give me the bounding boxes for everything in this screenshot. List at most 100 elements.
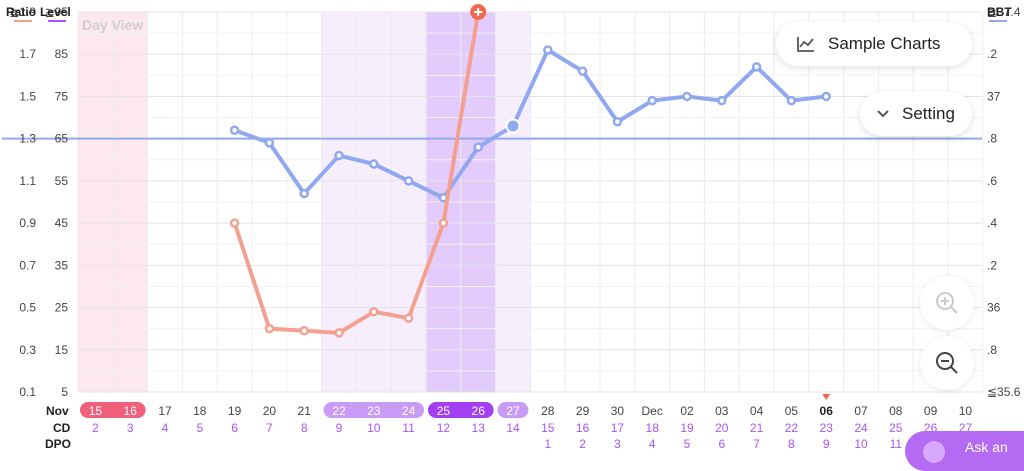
bbt-point[interactable] bbox=[751, 62, 762, 72]
day-label[interactable]: 05 bbox=[785, 404, 799, 418]
dpo-value: 10 bbox=[854, 437, 868, 451]
day-label[interactable]: 08 bbox=[889, 404, 903, 418]
period-pill bbox=[80, 402, 146, 418]
dpo-value: 3 bbox=[614, 437, 621, 451]
bbt-point[interactable] bbox=[264, 138, 275, 148]
day-label[interactable]: 02 bbox=[680, 404, 694, 418]
bbt-point[interactable] bbox=[647, 95, 657, 106]
cd-value: 15 bbox=[541, 421, 555, 435]
cd-value: 9 bbox=[336, 421, 343, 435]
sample-charts-button[interactable]: Sample Charts bbox=[776, 22, 972, 66]
bbt-point[interactable] bbox=[229, 125, 240, 135]
day-label[interactable]: 24 bbox=[402, 404, 416, 418]
day-label[interactable]: 06 bbox=[820, 404, 834, 418]
zoom-in-button[interactable] bbox=[920, 276, 974, 330]
ratio-point[interactable] bbox=[229, 218, 240, 228]
bbt-point[interactable] bbox=[682, 91, 692, 102]
cd-value: 2 bbox=[92, 421, 99, 435]
day-label[interactable]: 29 bbox=[576, 404, 590, 418]
dpo-value: 6 bbox=[718, 437, 725, 451]
level-tick-label: 55 bbox=[55, 174, 69, 188]
cd-value: 11 bbox=[402, 421, 415, 435]
bbt-point[interactable] bbox=[334, 150, 344, 161]
setting-label: Setting bbox=[902, 104, 955, 123]
day-label[interactable]: 07 bbox=[854, 404, 868, 418]
ratio-point[interactable] bbox=[369, 307, 379, 317]
ratio-tick-label: 1.1 bbox=[19, 174, 36, 188]
bbt-legend-swatch bbox=[989, 20, 1007, 22]
bbt-point[interactable] bbox=[717, 95, 727, 106]
level-tick-label: 45 bbox=[55, 216, 69, 230]
chart-series bbox=[229, 4, 831, 338]
bbt-point[interactable] bbox=[612, 117, 623, 127]
ask-button[interactable]: Ask an bbox=[905, 431, 1024, 471]
cd-value: 19 bbox=[680, 421, 694, 435]
day-label[interactable]: 04 bbox=[750, 404, 764, 418]
day-label[interactable]: 30 bbox=[611, 404, 625, 418]
bbt-point[interactable] bbox=[786, 95, 797, 106]
bbt-point[interactable] bbox=[369, 159, 379, 169]
day-label[interactable]: 15 bbox=[89, 404, 103, 418]
setting-button[interactable]: Setting bbox=[860, 92, 972, 136]
ratio-point[interactable] bbox=[403, 313, 414, 323]
bbt-point[interactable] bbox=[299, 188, 309, 199]
ratio-point[interactable] bbox=[334, 328, 344, 338]
day-label[interactable]: 25 bbox=[437, 404, 451, 418]
cycle-chart: ≧1.9 ≧951.7 851.5 751.3 651.1 550.9 450.7 350.5… bbox=[2, 4, 1021, 451]
bbt-point[interactable] bbox=[543, 45, 553, 55]
level-tick-label: 65 bbox=[55, 132, 69, 146]
ratio-point[interactable] bbox=[438, 218, 449, 228]
level-tick-label: 5 bbox=[61, 385, 68, 399]
bbt-point[interactable] bbox=[821, 91, 831, 102]
day-label[interactable]: 09 bbox=[924, 404, 938, 418]
day-label[interactable]: Dec bbox=[642, 404, 663, 418]
dpo-value: 4 bbox=[649, 437, 656, 451]
day-label[interactable]: 20 bbox=[263, 404, 277, 418]
bbt-tick-label: .8 bbox=[987, 343, 997, 357]
bbt-tick-label: .6 bbox=[987, 174, 997, 188]
bbt-point[interactable] bbox=[403, 176, 414, 186]
day-label[interactable]: 16 bbox=[124, 404, 138, 418]
cd-value: 20 bbox=[715, 421, 729, 435]
cd-value: 10 bbox=[367, 421, 381, 435]
day-label[interactable]: 26 bbox=[472, 404, 486, 418]
level-tick-label: 25 bbox=[55, 301, 69, 315]
ratio-point[interactable] bbox=[264, 323, 275, 334]
dpo-value: 5 bbox=[684, 437, 691, 451]
cd-value: 16 bbox=[576, 421, 590, 435]
bbt-tick-label: 37 bbox=[987, 89, 1001, 103]
day-label[interactable]: 21 bbox=[298, 404, 312, 418]
cd-value: 7 bbox=[266, 421, 273, 435]
bbt-point[interactable] bbox=[577, 66, 588, 76]
chevron-down-icon bbox=[877, 110, 889, 118]
day-label[interactable]: 23 bbox=[367, 404, 381, 418]
level-tick-label: 15 bbox=[55, 343, 69, 357]
cd-value: 24 bbox=[854, 421, 868, 435]
day-label[interactable]: 10 bbox=[959, 404, 973, 418]
day-label[interactable]: 19 bbox=[228, 404, 242, 418]
ratio-tick-label: 1.5 bbox=[19, 89, 36, 103]
ratio-point[interactable] bbox=[299, 326, 309, 336]
ratio-legend-swatch bbox=[14, 20, 32, 22]
cd-value: 12 bbox=[437, 421, 451, 435]
zoom-out-button[interactable] bbox=[920, 336, 974, 390]
bbt-tick-label: .4 bbox=[987, 216, 997, 230]
day-label[interactable]: 27 bbox=[506, 404, 520, 418]
triangle-down-icon bbox=[822, 394, 831, 400]
day-label[interactable]: 17 bbox=[158, 404, 172, 418]
dpo-value: 2 bbox=[579, 437, 586, 451]
cd-value: 22 bbox=[785, 421, 799, 435]
bbt-point[interactable] bbox=[473, 142, 483, 152]
ratio-tick-label: 0.7 bbox=[19, 258, 36, 272]
level-tick-label: 85 bbox=[55, 47, 69, 61]
day-label[interactable]: 18 bbox=[193, 404, 207, 418]
day-label[interactable]: 03 bbox=[715, 404, 729, 418]
day-label[interactable]: 28 bbox=[541, 404, 555, 418]
level-tick-label: ≧95 bbox=[45, 5, 69, 19]
sample-charts-label: Sample Charts bbox=[828, 34, 941, 53]
bbt-line bbox=[232, 48, 829, 200]
cd-value: 25 bbox=[889, 421, 903, 435]
bbt-tick-label: .2 bbox=[987, 258, 997, 272]
bbt-tick-label: 36 bbox=[987, 301, 1001, 315]
day-label[interactable]: 22 bbox=[332, 404, 346, 418]
